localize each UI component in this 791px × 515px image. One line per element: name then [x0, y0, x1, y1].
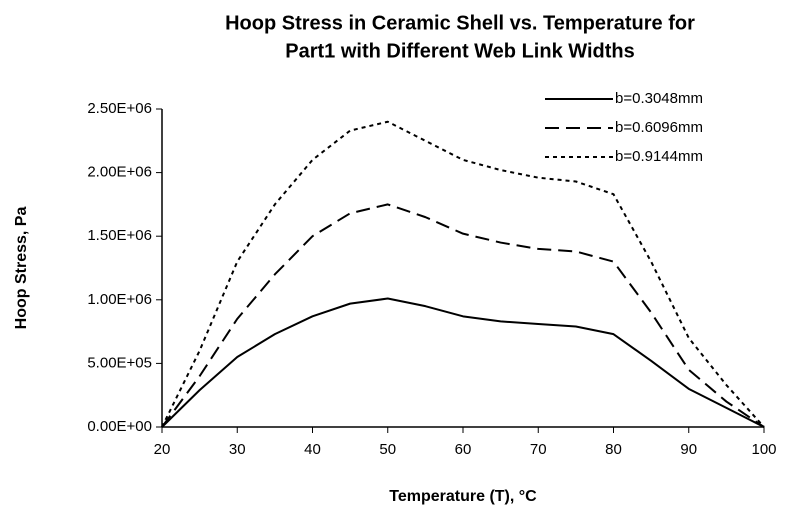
x-tick-label: 90 — [680, 441, 697, 458]
x-tick-label: 80 — [605, 441, 622, 458]
x-tick-label: 20 — [154, 441, 171, 458]
series-line — [161, 120, 765, 428]
chart-title: Part1 with Different Web Link Widths — [285, 40, 634, 62]
legend-label: b=0.3048mm — [615, 90, 703, 107]
y-tick-label: 0.00E+00 — [87, 418, 152, 435]
x-tick-label: 70 — [530, 441, 547, 458]
y-axis-title: Hoop Stress, Pa — [13, 207, 30, 330]
y-tick-label: 5.00E+05 — [87, 354, 152, 371]
y-tick-label: 2.50E+06 — [87, 100, 152, 117]
y-tick-label: 1.00E+06 — [87, 291, 152, 308]
series-line — [161, 203, 765, 428]
x-tick-label: 30 — [229, 441, 246, 458]
x-tick-label: 50 — [379, 441, 396, 458]
y-tick-label: 1.50E+06 — [87, 227, 152, 244]
x-tick-label: 60 — [455, 441, 472, 458]
x-tick-label: 40 — [304, 441, 321, 458]
x-axis-title: Temperature (T), °C — [389, 488, 537, 505]
y-tick-label: 2.00E+06 — [87, 164, 152, 181]
chart-title: Hoop Stress in Ceramic Shell vs. Tempera… — [225, 12, 695, 34]
series-line — [161, 297, 765, 428]
legend-label: b=0.6096mm — [615, 119, 703, 136]
legend-label: b=0.9144mm — [615, 148, 703, 165]
x-tick-label: 100 — [751, 441, 776, 458]
